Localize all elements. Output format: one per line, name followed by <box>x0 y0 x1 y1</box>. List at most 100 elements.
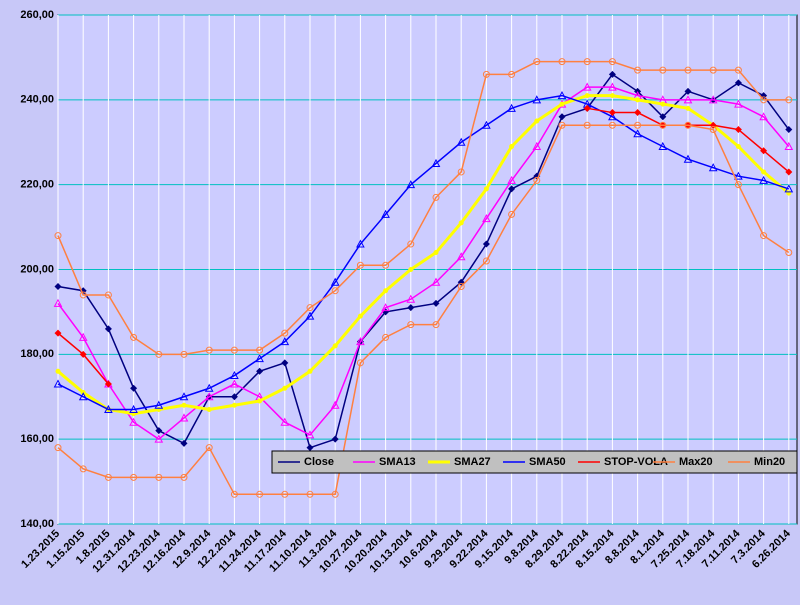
legend-label: Close <box>304 456 334 468</box>
point <box>281 359 289 367</box>
point <box>280 417 290 426</box>
point <box>659 121 667 129</box>
y-tick-label: 200,00 <box>20 263 54 275</box>
series-line <box>57 94 790 416</box>
series-line <box>57 124 790 496</box>
point <box>130 384 138 392</box>
point <box>230 379 239 388</box>
point <box>78 392 88 401</box>
point <box>204 383 214 392</box>
point <box>104 404 113 413</box>
point <box>79 291 87 299</box>
point <box>532 95 542 104</box>
point <box>281 329 289 337</box>
point <box>104 380 112 388</box>
point <box>53 298 63 307</box>
point <box>735 143 741 149</box>
point <box>330 277 340 286</box>
point <box>685 105 691 111</box>
point <box>609 93 615 99</box>
point <box>558 121 566 129</box>
point <box>534 118 540 124</box>
point <box>482 257 490 265</box>
point <box>583 58 591 66</box>
point <box>761 169 767 175</box>
point <box>509 143 515 149</box>
point <box>230 490 238 498</box>
point <box>305 430 315 439</box>
y-tick-label: 180,00 <box>20 348 54 360</box>
point <box>307 368 313 374</box>
point <box>382 261 390 269</box>
point <box>482 70 490 78</box>
point <box>759 112 768 121</box>
point <box>431 158 441 167</box>
point <box>230 346 238 354</box>
point <box>760 232 768 240</box>
point <box>507 175 516 184</box>
point <box>558 58 566 66</box>
point <box>684 66 692 74</box>
series-line <box>57 94 790 411</box>
point <box>156 406 162 412</box>
point <box>104 325 112 333</box>
legend-label: Max20 <box>679 456 713 468</box>
point <box>180 439 188 447</box>
point <box>155 350 163 358</box>
point <box>508 70 516 78</box>
point <box>456 252 466 261</box>
legend-label: SMA50 <box>529 456 566 468</box>
legend-label: Min20 <box>754 456 785 468</box>
point <box>381 209 390 218</box>
point <box>381 303 390 312</box>
point <box>154 434 164 443</box>
point <box>130 473 138 481</box>
point <box>54 329 62 337</box>
legend-label: SMA27 <box>454 456 491 468</box>
point <box>457 168 465 176</box>
point <box>205 346 213 354</box>
point <box>407 240 415 248</box>
point <box>734 126 742 134</box>
point <box>559 101 565 107</box>
point <box>408 267 414 272</box>
point <box>406 294 416 303</box>
point <box>206 406 212 412</box>
point <box>256 367 264 375</box>
point <box>256 346 264 354</box>
point <box>482 120 491 129</box>
point <box>356 337 365 346</box>
point <box>658 141 668 150</box>
point <box>532 141 542 150</box>
point <box>78 332 88 341</box>
point <box>204 392 214 401</box>
point <box>255 354 264 363</box>
point <box>634 121 642 129</box>
point <box>785 96 793 104</box>
point <box>508 210 516 218</box>
point <box>79 465 87 473</box>
point <box>734 171 743 180</box>
point <box>383 288 389 294</box>
point <box>129 404 138 413</box>
point <box>331 435 339 443</box>
point <box>734 79 742 87</box>
point <box>583 104 591 112</box>
point <box>55 368 61 374</box>
point <box>786 190 792 196</box>
point <box>104 291 112 299</box>
point <box>785 168 793 176</box>
point <box>433 250 439 256</box>
point <box>432 321 440 329</box>
series-line <box>57 86 790 441</box>
point <box>306 444 314 452</box>
point <box>558 113 566 121</box>
point <box>634 109 642 117</box>
point <box>130 333 138 341</box>
point <box>280 337 290 346</box>
point <box>356 239 365 248</box>
point <box>533 176 541 184</box>
point <box>482 240 490 248</box>
y-tick-label: 240,00 <box>20 94 54 106</box>
